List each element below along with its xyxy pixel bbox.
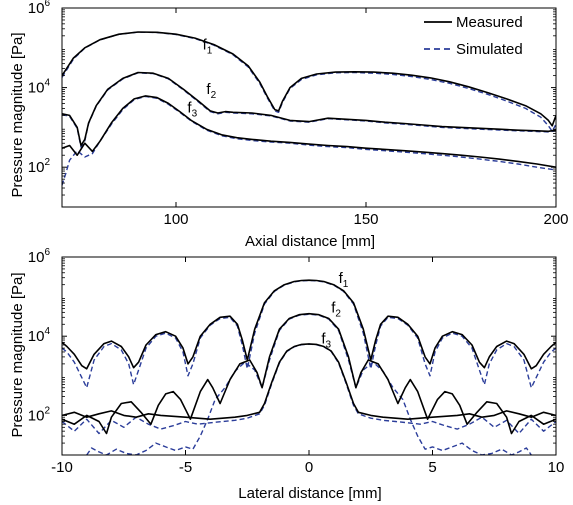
- plot-frame: [61, 7, 557, 208]
- series-f3-simulated: [62, 95, 556, 186]
- y-tick-label: 104: [28, 326, 51, 345]
- x-tick-label: 100: [163, 211, 188, 228]
- y-tick-base: 10: [28, 0, 45, 17]
- series-f2-measured: [62, 71, 556, 147]
- y-tick-base: 10: [28, 80, 45, 97]
- x-tick-label: 10: [548, 459, 565, 476]
- x-tick-label: 5: [428, 459, 436, 476]
- curve-label-subscript: 3: [192, 108, 198, 119]
- curve-label-base: f: [321, 331, 326, 348]
- series-f1-measured: [62, 279, 556, 370]
- y-tick-exponent: 2: [44, 157, 50, 168]
- y-tick-base: 10: [28, 407, 45, 424]
- y-tick-label: 106: [28, 247, 51, 266]
- curve-label-subscript: 2: [211, 90, 217, 101]
- legend-simulated-label: Simulated: [456, 41, 523, 58]
- y-tick-exponent: 6: [44, 247, 50, 258]
- series-f2-simulated: [86, 313, 532, 455]
- plot-frame: [61, 256, 557, 456]
- x-axis-label: Axial distance [mm]: [245, 233, 375, 250]
- y-tick-exponent: 2: [44, 405, 50, 416]
- curve-label-f3: f3: [321, 331, 331, 351]
- y-tick-exponent: 4: [44, 326, 50, 337]
- legend: Measured Simulated: [424, 14, 523, 58]
- curve-label-base: f: [187, 99, 192, 116]
- y-tick-exponent: 6: [44, 0, 50, 9]
- curve-label-base: f: [339, 270, 344, 287]
- curve-label-f1: f1: [339, 270, 349, 290]
- y-tick-base: 10: [28, 249, 45, 266]
- x-tick-label: -10: [51, 459, 73, 476]
- curve-label-f3: f3: [187, 99, 197, 119]
- curve-label-base: f: [206, 81, 211, 98]
- curve-label-subscript: 2: [335, 308, 341, 319]
- series-f3-simulated: [62, 343, 556, 435]
- curve-label-f2: f2: [331, 299, 341, 319]
- y-tick-label: 106: [28, 0, 51, 17]
- y-tick-base: 10: [28, 328, 45, 345]
- y-tick-label: 104: [28, 78, 51, 97]
- axial-pressure-panel: Pressure magnitude [Pa] Axial distance […: [9, 0, 569, 250]
- curve-label-subscript: 1: [207, 46, 213, 57]
- curve-label-base: f: [331, 299, 336, 316]
- curve-label-subscript: 1: [343, 279, 349, 290]
- y-tick-exponent: 4: [44, 78, 50, 89]
- curve-label-base: f: [203, 37, 208, 54]
- series-f2-simulated: [62, 72, 556, 148]
- x-tick-label: 150: [353, 211, 378, 228]
- y-tick-base: 10: [28, 159, 45, 176]
- legend-measured-label: Measured: [456, 14, 523, 31]
- curve-label-f1: f1: [203, 37, 213, 57]
- curve-label-subscript: 3: [326, 340, 332, 351]
- y-axis-label: Pressure magnitude [Pa]: [9, 32, 26, 197]
- series-f3-measured: [62, 343, 556, 421]
- x-axis-label: Lateral distance [mm]: [238, 485, 381, 502]
- series-f2-measured: [62, 312, 556, 435]
- x-tick-label: 200: [543, 211, 568, 228]
- series-f1-simulated: [62, 279, 556, 389]
- y-axis-label: Pressure magnitude [Pa]: [9, 272, 26, 437]
- curve-label-f2: f2: [206, 81, 216, 101]
- x-tick-label: -5: [179, 459, 192, 476]
- x-tick-label: 0: [305, 459, 313, 476]
- y-tick-label: 102: [28, 157, 51, 176]
- series-f1-measured: [62, 31, 556, 127]
- lateral-pressure-panel: Pressure magnitude [Pa] Lateral distance…: [9, 247, 564, 502]
- series-f3-measured: [62, 95, 556, 168]
- y-tick-label: 102: [28, 405, 51, 424]
